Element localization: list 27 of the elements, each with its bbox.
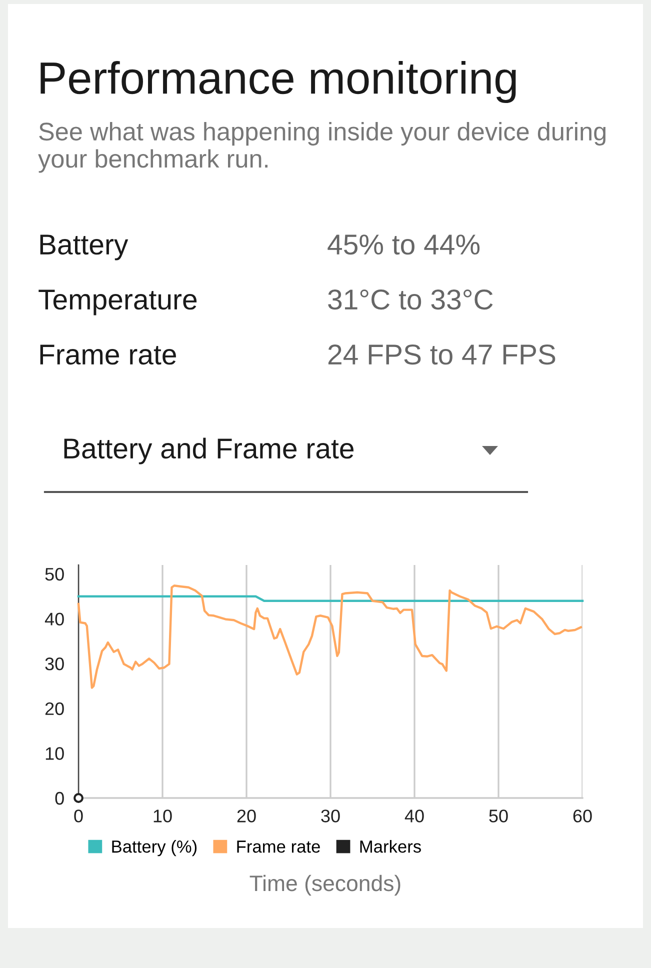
y-tick-label: 50	[45, 568, 64, 581]
legend-label: Battery (%)	[112, 840, 197, 856]
x-tick-label: 20	[237, 810, 256, 822]
text: Performance monitoring	[40, 60, 516, 104]
text: Frame rate	[40, 344, 176, 365]
legend-label: Frame rate	[237, 840, 320, 853]
x-tick-label: 10	[154, 810, 172, 822]
x-tick-label: 0	[74, 810, 83, 822]
y-tick-label: 0	[55, 792, 64, 805]
text: See what was happening inside your device during your benchmark run.	[38, 122, 606, 173]
y-tick-label: 30	[45, 658, 64, 670]
text: 45% to 44%	[328, 234, 480, 255]
y-tick-label: 20	[45, 702, 64, 716]
x-tick-label: 60	[573, 810, 592, 822]
text: Temperature	[38, 290, 197, 316]
text: 24 FPS to 47 FPS	[328, 344, 556, 365]
y-tick-label: 40	[44, 612, 64, 626]
x-tick-label: 50	[489, 810, 508, 822]
text: 31°C to 33°C	[328, 289, 493, 310]
line-series	[77, 584, 582, 689]
y-tick-label: 10	[46, 747, 64, 760]
legend-label: Markers	[360, 840, 421, 853]
x-axis-title: Time (seconds)	[250, 874, 400, 896]
x-tick-label: 30	[321, 810, 340, 822]
x-tick-label: 40	[404, 810, 424, 822]
chart-title: Battery and Frame rate	[64, 438, 354, 464]
text: Battery	[40, 234, 128, 260]
